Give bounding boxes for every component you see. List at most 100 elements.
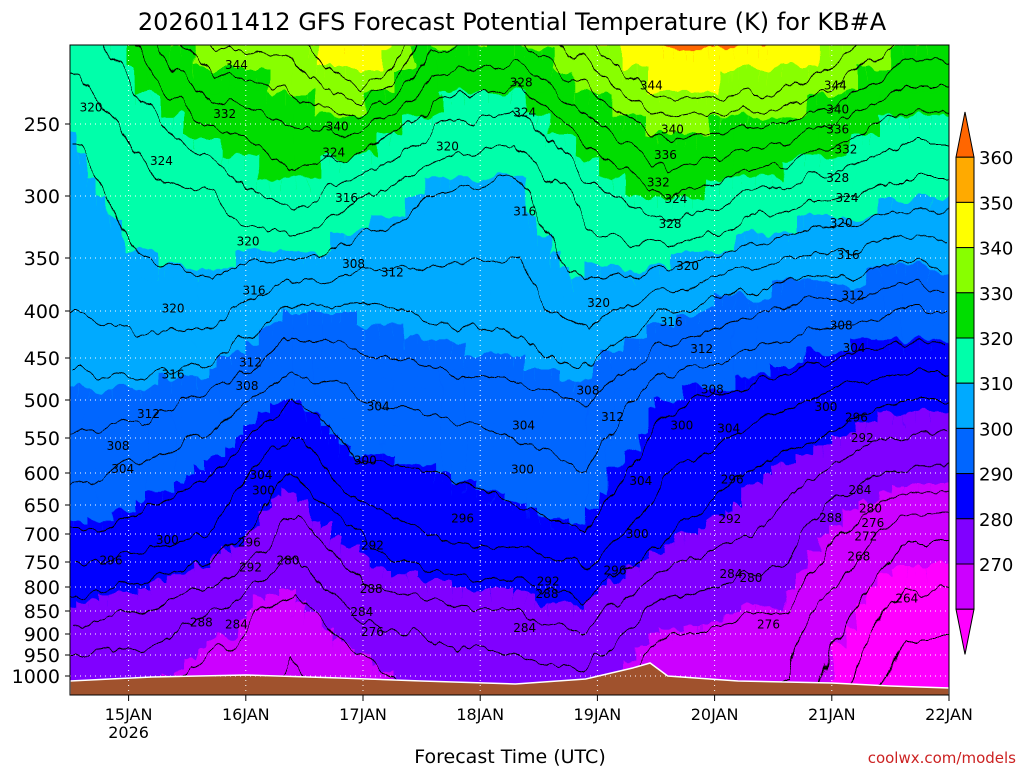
contour-label: 284 (225, 617, 248, 631)
contour-label: 316 (162, 367, 185, 381)
contour-label: 344 (225, 58, 248, 72)
contour-label: 288 (360, 582, 383, 596)
isentrope-268 (848, 589, 949, 692)
x-tick-label: 15JAN (105, 705, 153, 724)
contour-label: 320 (436, 140, 459, 154)
contour-label: 292 (718, 512, 741, 526)
colorbar-label: 360 (979, 148, 1013, 169)
contour-label: 308 (701, 382, 724, 396)
contour-set (70, 45, 949, 695)
isentrope-316 (70, 236, 949, 336)
contour-label: 312 (690, 342, 713, 356)
contour-label: 292 (239, 561, 262, 575)
contour-label: 328 (510, 75, 533, 89)
isentrope-308 (70, 286, 949, 431)
y-tick-label: 400 (24, 301, 60, 323)
contour-label: 340 (326, 119, 349, 133)
contour-label: 300 (511, 463, 534, 477)
contour-label: 324 (513, 105, 536, 119)
contour-label: 332 (647, 176, 670, 190)
contour-label: 280 (739, 571, 762, 585)
contour-label: 344 (640, 79, 663, 93)
contour-label: 264 (895, 592, 918, 606)
contour-label: 332 (213, 107, 236, 121)
contour-label: 300 (156, 533, 179, 547)
x-tick-label: 20JAN (691, 705, 739, 724)
contour-label: 304 (843, 341, 866, 355)
contour-label: 344 (824, 79, 847, 93)
contour-label: 332 (834, 142, 857, 156)
colorbar-band (955, 563, 975, 610)
x-tick-label: 22JAN (925, 705, 973, 724)
y-tick-label: 300 (24, 186, 60, 208)
contour-label: 304 (512, 418, 535, 432)
contour-label: 284 (513, 621, 536, 635)
contour-label: 284 (848, 483, 871, 497)
colorbar: 360 350 340 330 320 310 300 290 280 270 (955, 111, 1013, 655)
contour-label: 292 (537, 575, 560, 589)
colorbar-band (955, 337, 975, 384)
isentrope-336 (160, 45, 949, 171)
contour-label: 284 (350, 605, 373, 619)
colorbar-band (955, 427, 975, 475)
y-tick-label: 250 (24, 114, 60, 136)
contour-label: 300 (626, 527, 649, 541)
contour-label: 336 (826, 122, 849, 136)
isentrope-288 (70, 433, 949, 630)
contour-label: 316 (837, 248, 860, 262)
colorbar-band (955, 292, 975, 339)
contour-label: 320 (830, 216, 853, 230)
isentrope-280 (157, 491, 949, 695)
y-tick-label: 650 (24, 495, 60, 517)
y-tick-label: 350 (24, 248, 60, 270)
contour-label: 328 (659, 217, 682, 231)
contour-label: 300 (354, 454, 377, 468)
colorbar-label: 270 (979, 555, 1013, 576)
terrain-fill (70, 662, 949, 695)
contour-label: 308 (342, 257, 365, 271)
isentrope-292 (70, 399, 949, 598)
contour-label: 312 (601, 410, 624, 424)
y-tick-label: 900 (24, 624, 60, 646)
contour-label: 308 (236, 379, 259, 393)
contour-label: 304 (717, 421, 740, 435)
colorbar-label: 280 (979, 510, 1013, 531)
contour-label: 316 (243, 283, 266, 297)
contour-label: 324 (664, 192, 687, 206)
colorbar-label: 330 (979, 284, 1013, 305)
x-axis-label: Forecast Time (UTC) (414, 746, 605, 768)
colorbar-band (955, 382, 975, 429)
y-tick-label: 1000 (12, 666, 60, 688)
contour-label: 304 (111, 462, 134, 476)
contour-label: 296 (451, 511, 474, 525)
contour-label: 324 (322, 145, 345, 159)
colorbar-label: 320 (979, 329, 1013, 350)
contour-label: 316 (660, 315, 683, 329)
contour-label: 272 (854, 529, 877, 543)
contour-label: 324 (836, 191, 859, 205)
colorbar-label: 340 (979, 239, 1013, 260)
isentrope-344 (205, 45, 895, 121)
y-tick-label: 950 (24, 645, 60, 667)
contour-label: 340 (661, 122, 684, 136)
y-tick-label: 500 (24, 390, 60, 412)
plot-area: 344 320 332 340 328 324 324 324 320 316 316 320 316 3… (69, 44, 950, 696)
isentrope-328 (100, 45, 949, 222)
contour-label: 312 (239, 356, 262, 370)
contour-label: 276 (757, 617, 780, 631)
colorbar-label: 350 (979, 193, 1013, 214)
contour-label: 320 (80, 101, 103, 115)
contour-label: 304 (250, 468, 273, 482)
contour-label: 320 (587, 296, 610, 310)
colorbar-label: 290 (979, 465, 1013, 486)
y-tick-label: 600 (24, 463, 60, 485)
contour-labels: 344 320 332 340 328 324 324 324 320 316 316 320 316 3… (80, 58, 919, 639)
contour-label: 292 (361, 538, 384, 552)
contour-label: 312 (381, 265, 404, 279)
contour-label: 276 (361, 625, 384, 639)
contour-label: 296 (238, 536, 261, 550)
colorbar-arrow-top (955, 111, 975, 158)
contour-label: 288 (190, 616, 213, 630)
x-tick-year: 2026 (108, 723, 149, 742)
